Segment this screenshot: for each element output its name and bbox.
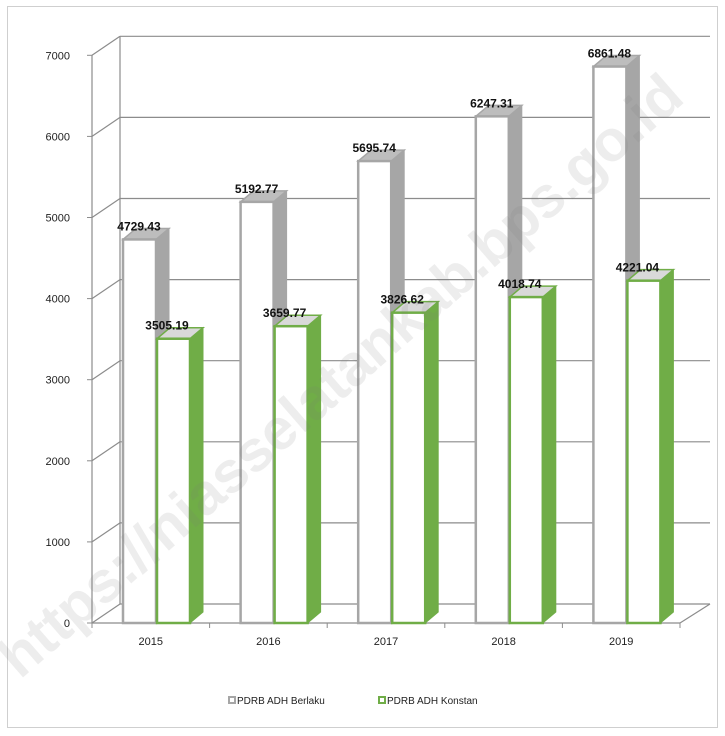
gridline-side xyxy=(91,116,121,137)
data-label-konstan: 3826.62 xyxy=(381,293,425,307)
legend-swatch-berlaku xyxy=(228,696,236,704)
bar-konstan-2018 xyxy=(507,285,558,625)
bar-berlaku-2016-front xyxy=(239,200,275,625)
bar-konstan-2019-side xyxy=(659,268,674,625)
y-tick-label: 2000 xyxy=(46,456,70,468)
gridline-side xyxy=(91,360,121,381)
x-tick-label: 2017 xyxy=(374,636,398,648)
gridline-side xyxy=(91,522,121,543)
data-label-berlaku: 6247.31 xyxy=(470,96,514,110)
watermark-text: https://niasselatankab.bps.go.id xyxy=(0,61,695,689)
bar-konstan-2017 xyxy=(390,300,441,625)
data-label-konstan: 4018.74 xyxy=(498,277,542,291)
legend-label-berlaku: PDRB ADH Berlaku xyxy=(237,696,325,707)
bar-konstan-2019 xyxy=(625,268,676,625)
y-tick-label: 0 xyxy=(64,618,70,630)
bar-berlaku-2015-front xyxy=(121,238,158,625)
x-tick-label: 2016 xyxy=(256,636,280,648)
bars xyxy=(120,54,676,625)
data-label-berlaku: 5192.77 xyxy=(235,182,279,196)
y-tick-label: 6000 xyxy=(46,131,70,143)
data-label-konstan: 3505.19 xyxy=(145,319,189,333)
bar-konstan-2016-front xyxy=(273,324,309,625)
gridline-side xyxy=(91,441,121,462)
y-tick-label: 4000 xyxy=(46,294,70,306)
data-label-konstan: 4221.04 xyxy=(616,261,660,275)
bar-konstan-2015-front xyxy=(155,337,192,625)
bar-konstan-2019-front xyxy=(626,279,662,625)
gridline-side xyxy=(91,35,121,56)
bar-konstan-2015 xyxy=(154,326,206,625)
data-label-konstan: 3659.77 xyxy=(263,306,307,320)
gridline-side xyxy=(91,279,121,300)
y-tick-label: 7000 xyxy=(46,50,70,62)
y-tick-label: 1000 xyxy=(46,537,70,549)
floor-right xyxy=(679,603,711,624)
bar-konstan-2016 xyxy=(272,314,323,625)
data-label-berlaku: 6861.48 xyxy=(588,47,632,61)
legend-label-konstan: PDRB ADH Konstan xyxy=(387,696,478,707)
bar-konstan-2018-front xyxy=(508,295,545,625)
data-label-berlaku: 5695.74 xyxy=(353,141,397,155)
legend-swatch-konstan xyxy=(378,696,386,704)
y-tick-label: 5000 xyxy=(46,213,70,225)
data-label-berlaku: 4729.43 xyxy=(117,219,161,233)
x-tick-label: 2018 xyxy=(491,636,515,648)
x-tick-label: 2019 xyxy=(609,636,633,648)
gridline-side xyxy=(91,603,121,624)
x-tick-label: 2015 xyxy=(139,636,163,648)
legend: PDRB ADH Berlaku PDRB ADH Konstan xyxy=(228,696,478,707)
axes: 0 1000 2000 3000 4000 5000 6000 7000 2015 2016 201… xyxy=(46,36,681,648)
bar-konstan-2017-front xyxy=(390,311,427,625)
data-labels: 4729.43 3505.19 5192.77 3659.77 5695.74 3826.… xyxy=(117,47,659,333)
bar-konstan-2018-side xyxy=(542,285,557,625)
gridline-side xyxy=(91,198,121,218)
bar-konstan-2017-side xyxy=(424,300,439,625)
chart-frame xyxy=(7,6,718,728)
y-tick-label: 3000 xyxy=(46,375,70,387)
bar-berlaku-2016 xyxy=(238,189,289,625)
